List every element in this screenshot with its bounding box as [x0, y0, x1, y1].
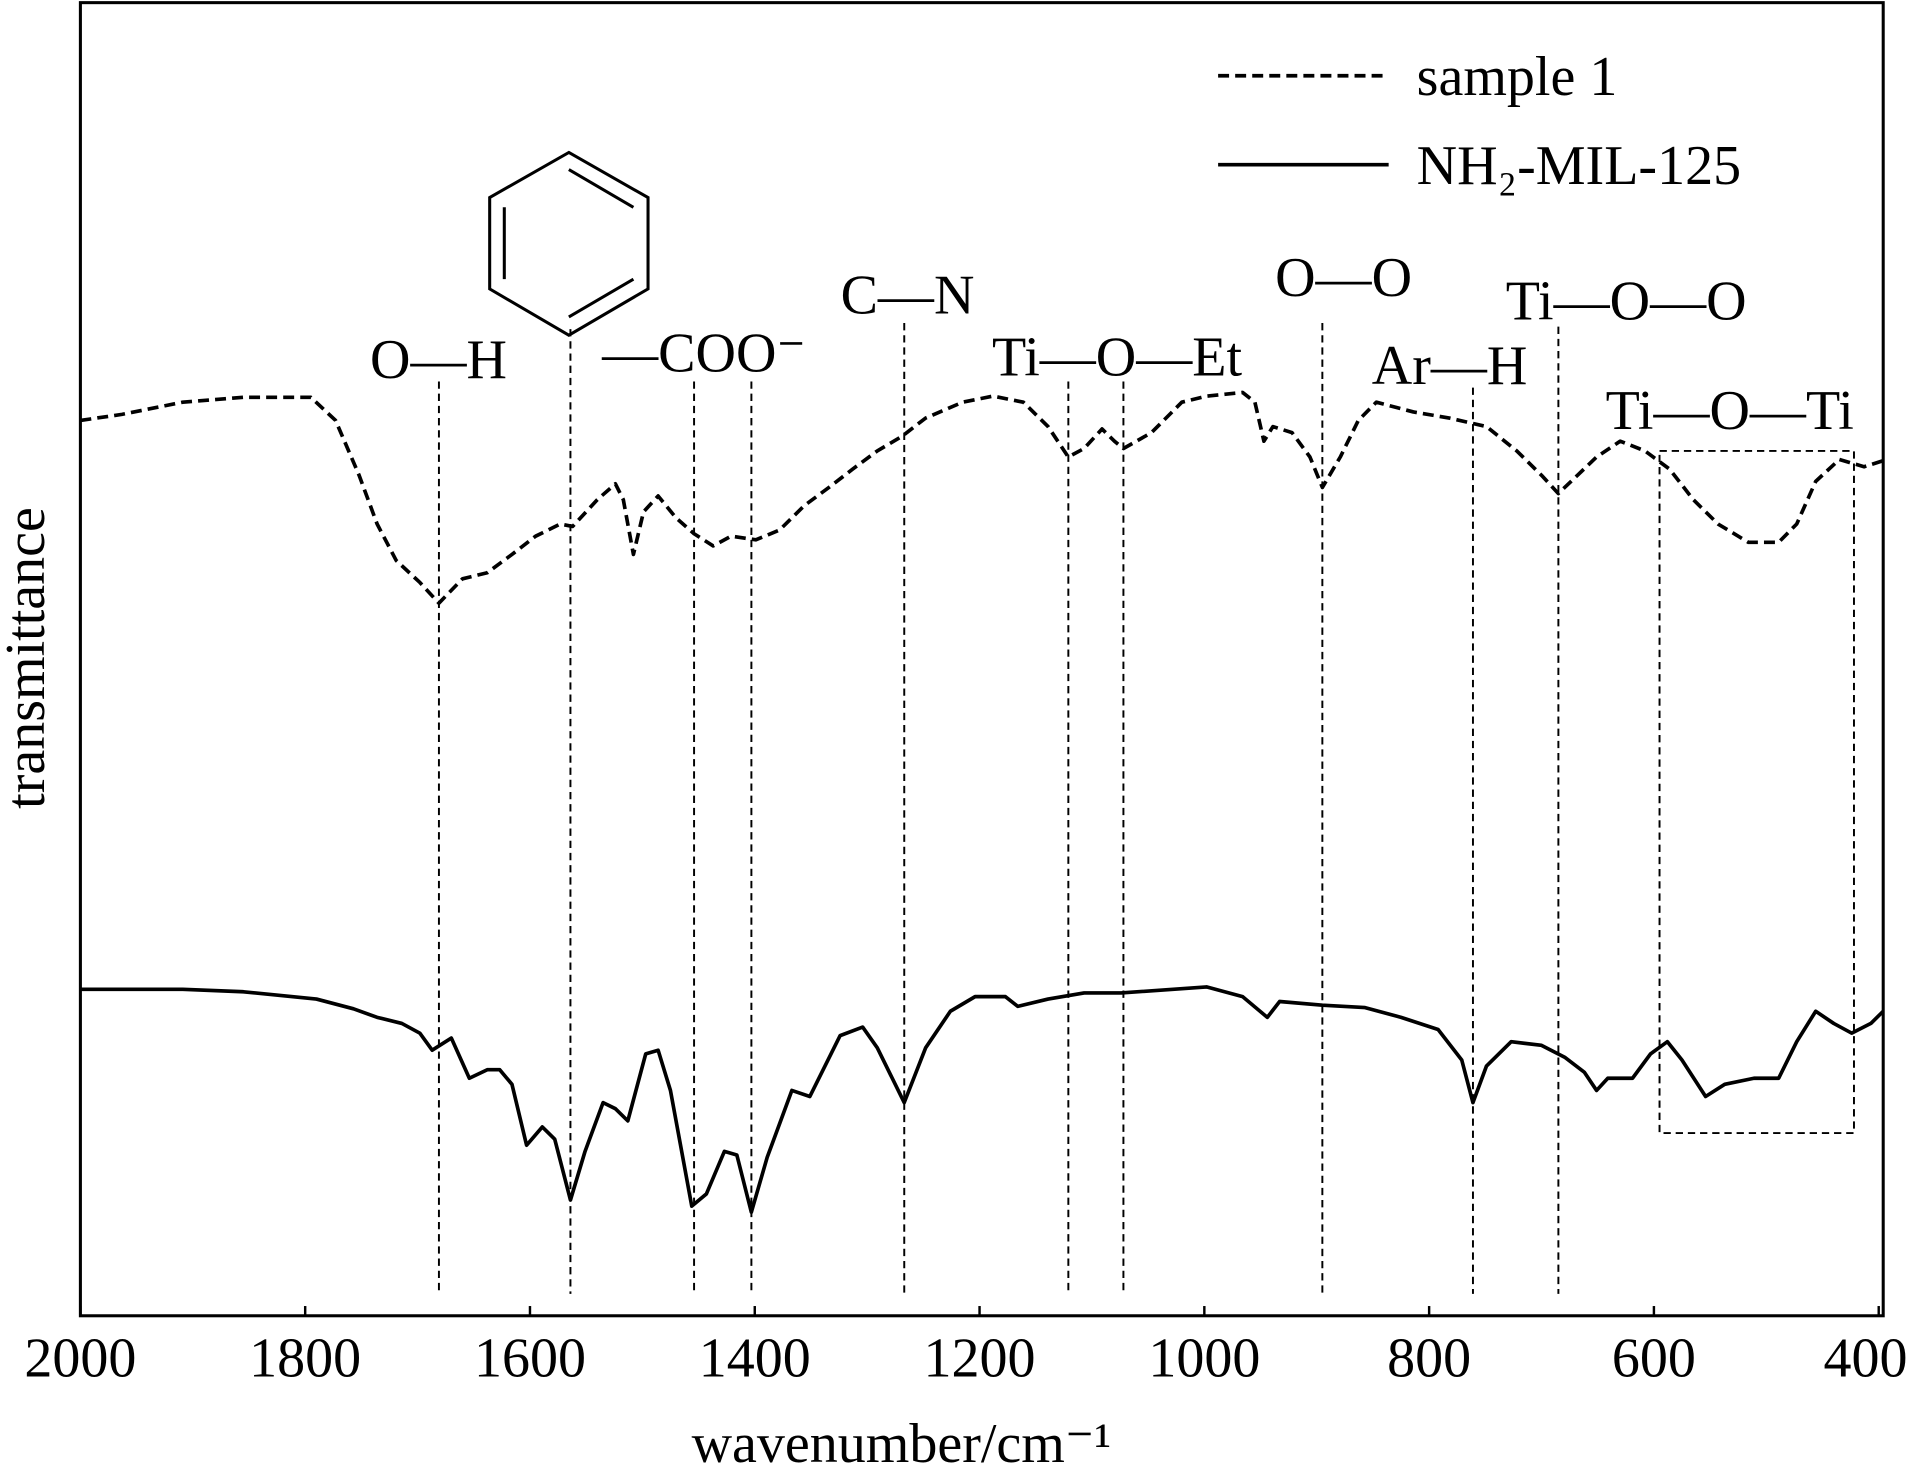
legend-label: sample 1: [1417, 46, 1618, 108]
x-tick-label: 1200: [924, 1328, 1036, 1390]
annotation-label: Ar—H: [1372, 335, 1528, 397]
x-tick-label: 1400: [699, 1328, 811, 1390]
annotation-region: [1658, 449, 1855, 1135]
x-axis-label: wavenumber/cm⁻¹: [692, 1413, 1112, 1475]
x-tick-label: 600: [1612, 1328, 1696, 1390]
x-tick-label: 1800: [249, 1328, 361, 1390]
annotation-label: O—H: [370, 329, 507, 391]
x-tick-label: 1600: [474, 1328, 586, 1390]
series-line: [80, 985, 1885, 1215]
y-axis-label: transmittance: [0, 507, 57, 809]
x-tick-label: 400: [1824, 1328, 1908, 1390]
plot-frame: [78, 1, 1885, 1318]
annotation-label: Ti—O—O: [1506, 270, 1747, 332]
annotation-label: O—O: [1275, 247, 1412, 309]
annotation-label: Ti—O—Ti: [1606, 380, 1854, 442]
legend-label: NH₂-MIL-125: [1417, 135, 1741, 197]
annotation-label: —COO⁻: [601, 323, 806, 385]
x-tick-label: 800: [1387, 1328, 1471, 1390]
x-tick-label: 2000: [24, 1328, 136, 1390]
annotation-label: C—N: [841, 264, 975, 326]
x-tick-label: 1000: [1148, 1328, 1260, 1390]
series-line: [80, 390, 1884, 606]
annotation-label: Ti—O—Et: [992, 326, 1243, 388]
benzene-ring: [488, 150, 650, 337]
